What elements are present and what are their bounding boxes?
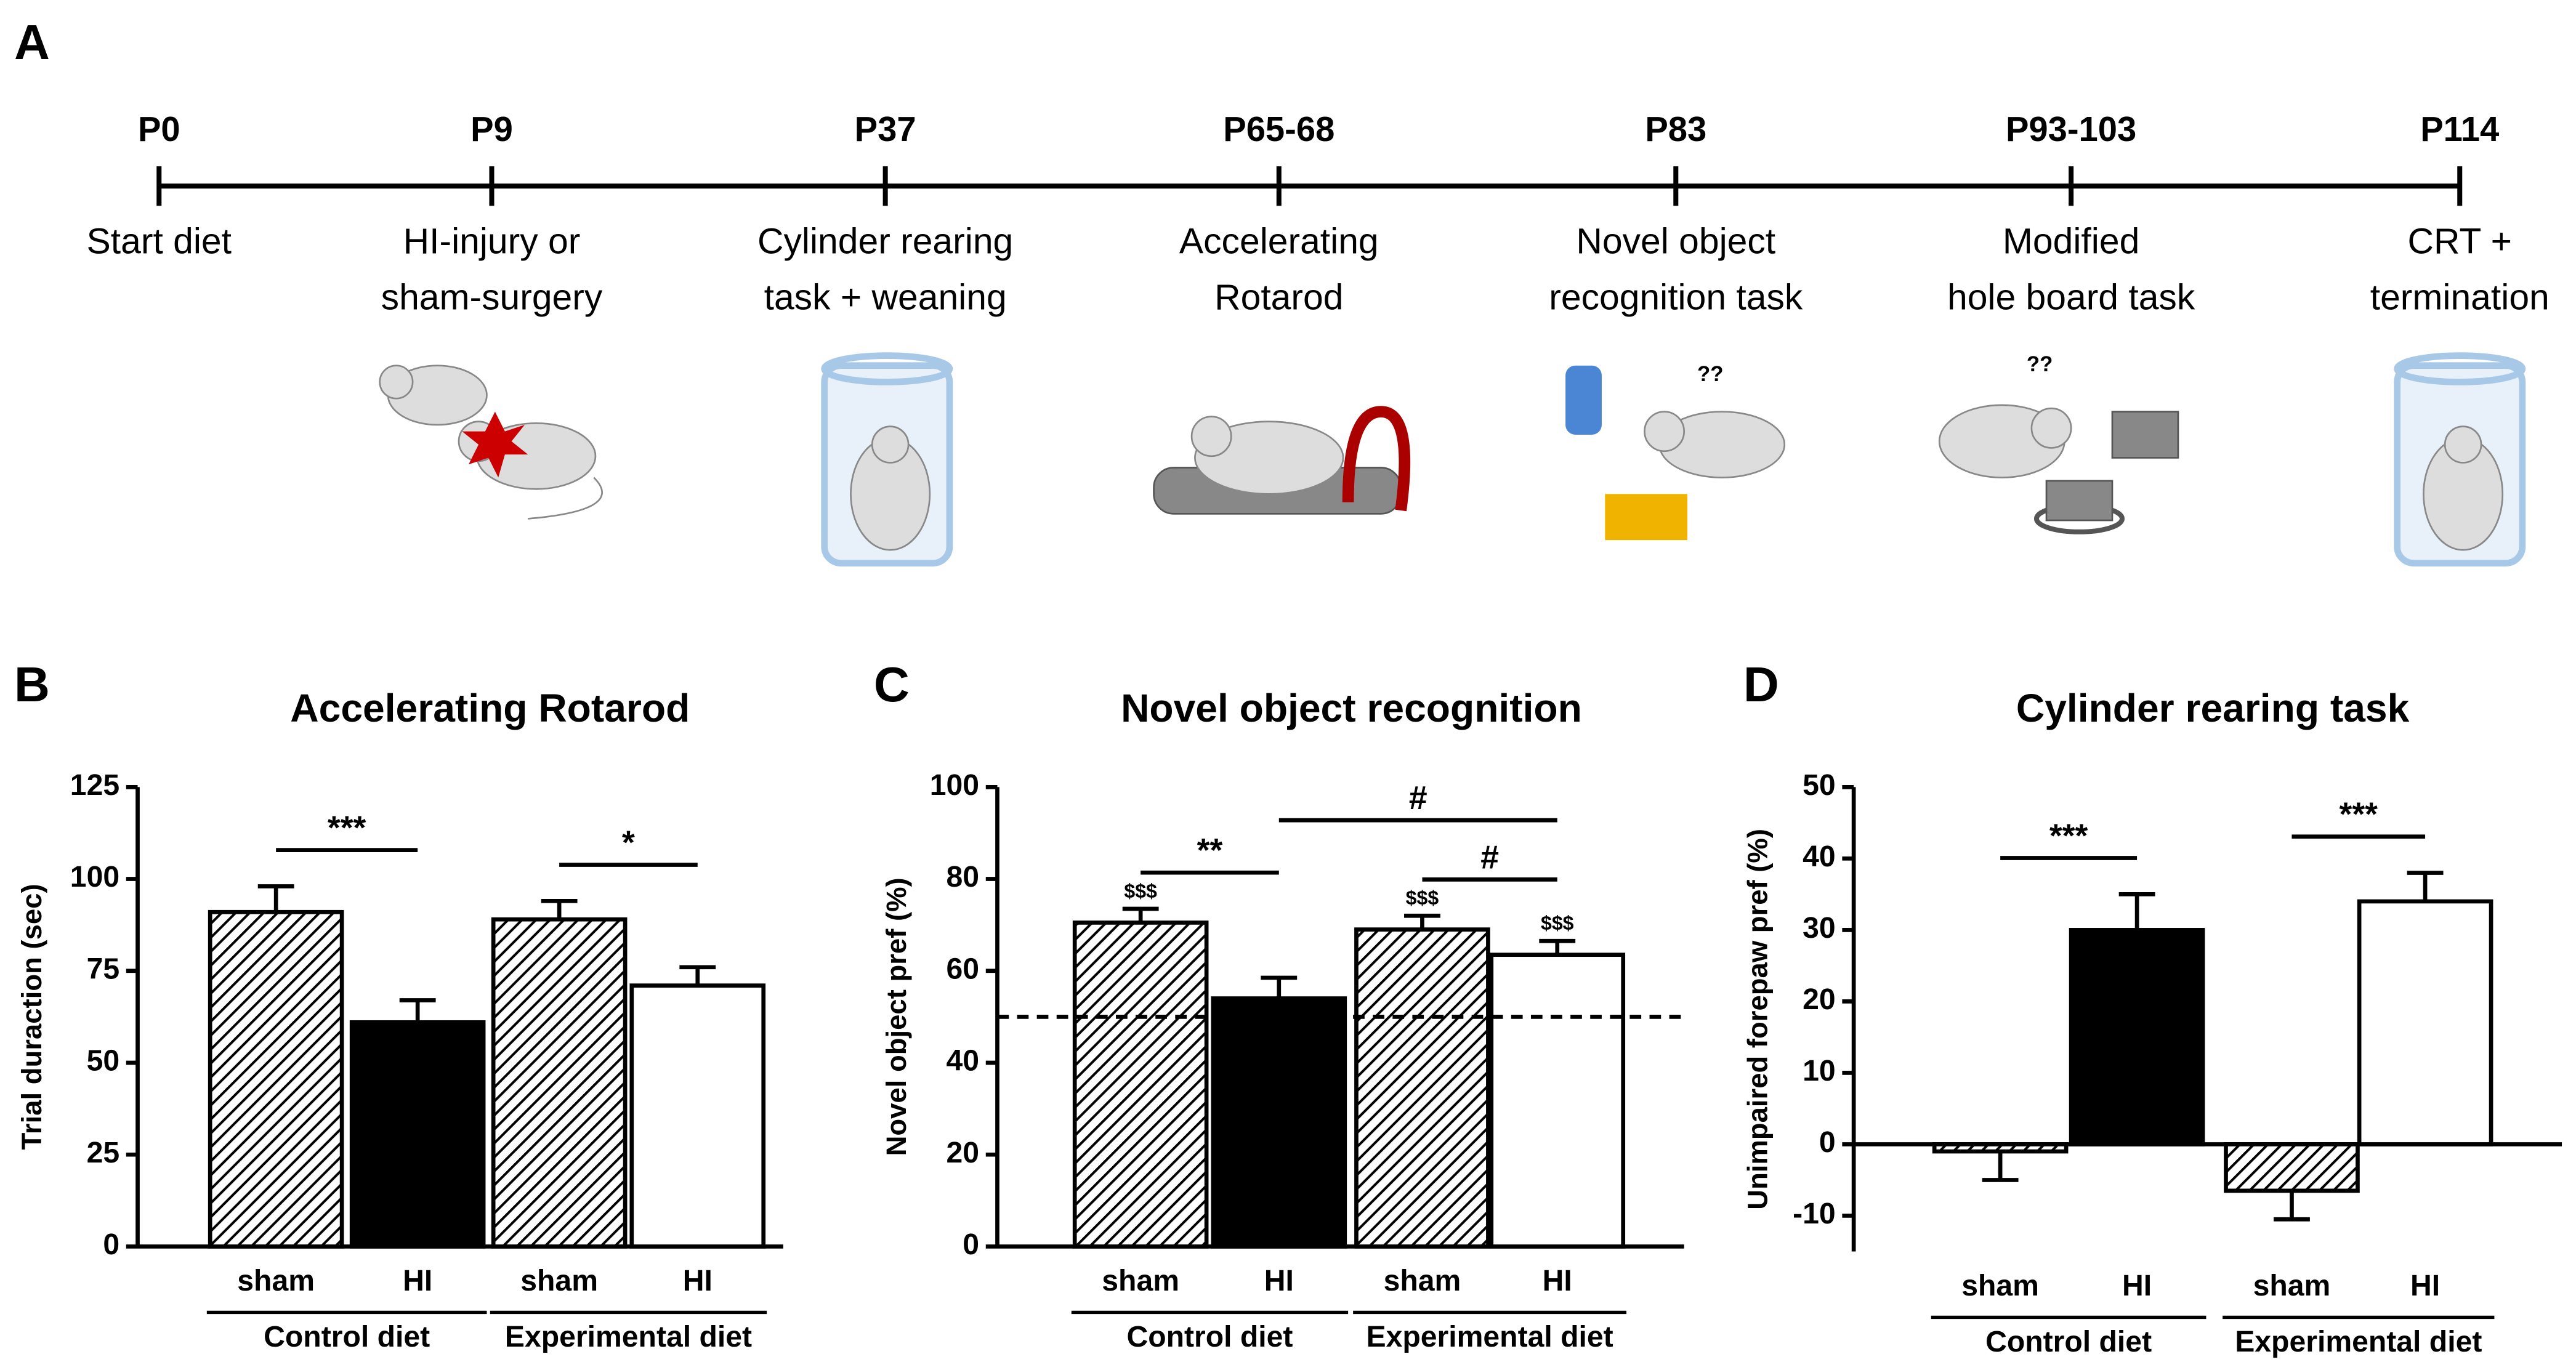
x-tick-label: HI [1264,1264,1294,1297]
significance-label: # [1480,839,1499,876]
y-tick-label: 80 [947,860,980,893]
bar [208,909,344,1249]
y-tick-label: -10 [1793,1197,1836,1230]
y-tick-label: 20 [1803,983,1836,1016]
group-label: Experimental diet [505,1320,752,1353]
y-tick-label: 0 [963,1228,979,1261]
x-tick-label: sham [2253,1269,2331,1302]
x-tick-label: HI [1543,1264,1572,1297]
y-axis-label: Trial duraction (sec) [16,884,47,1150]
timeline-label: CRT + [2408,221,2512,261]
x-tick-label: HI [2410,1269,2440,1302]
y-tick-label: 100 [70,860,119,893]
timeline-label: Rotarod [1214,277,1343,317]
timeline-day: P0 [138,110,180,148]
bar [2357,899,2493,1146]
bar-label: $$$ [1124,880,1157,902]
x-tick-label: HI [683,1264,713,1297]
timeline-label: Cylinder rearing [757,221,1013,261]
y-tick-label: 40 [1803,840,1836,873]
group-label: Control diet [264,1320,430,1353]
y-axis-label: Novel object pref (%) [881,877,912,1156]
y-tick-label: 75 [87,952,120,985]
timeline-label: Start diet [87,221,232,261]
timeline-label: Novel object [1576,221,1775,261]
y-tick-label: 20 [947,1136,980,1169]
x-tick-label: sham [237,1264,315,1297]
panel-label: B [14,656,50,712]
bar [1932,1142,2069,1154]
group-label: Experimental diet [1367,1320,1613,1353]
timeline-label: termination [2370,277,2550,317]
y-tick-label: 40 [947,1044,980,1078]
timeline-label: hole board task [1947,277,2195,317]
y-tick-label: 100 [930,768,979,802]
bar [2224,1142,2360,1193]
x-tick-label: HI [403,1264,432,1297]
chart-title: Novel object recognition [1121,686,1582,730]
y-tick-label: 10 [1803,1054,1836,1087]
icon-text: ?? [1697,363,1723,386]
timeline-label: Modified [2003,221,2139,261]
icon-novel-object [1565,365,1786,541]
y-axis-label: Unimpaired forepaw pref (%) [1742,829,1774,1210]
bar [1354,927,1490,1249]
bar [629,983,766,1249]
bar-label: $$$ [1406,887,1439,909]
x-tick-label: HI [2122,1269,2152,1302]
bar [1489,953,1626,1249]
bar [491,917,628,1249]
timeline-label: recognition task [1549,277,1803,317]
y-tick-label: 50 [87,1044,120,1078]
significance-label: *** [2049,818,2088,855]
icon-rotarod [1153,406,1411,515]
timeline-label: task + weaning [764,277,1007,317]
group-label: Control diet [1985,1325,2152,1358]
chart-title: Cylinder rearing task [2016,686,2410,730]
timeline-day: P83 [1645,110,1706,148]
y-tick-label: 125 [70,768,119,802]
bar [1211,996,1347,1249]
timeline-label: HI-injury or [403,221,581,261]
icon-surgery [379,365,603,520]
y-tick-label: 30 [1803,911,1836,945]
bar-label: $$$ [1541,912,1574,934]
group-label: Experimental diet [2235,1325,2482,1358]
timeline-day: P114 [2420,110,2499,148]
panel-label: D [1743,656,1779,712]
x-tick-label: sham [1384,1264,1461,1297]
timeline-label: sham-surgery [381,277,603,317]
significance-label: ** [1197,832,1223,869]
x-tick-label: sham [520,1264,598,1297]
icon-cylinder [821,352,953,566]
icon-cylinder [2394,352,2526,566]
icon-text: ?? [2027,353,2053,376]
y-tick-label: 0 [1819,1126,1836,1159]
bar [349,1020,486,1249]
significance-label: *** [328,810,366,847]
x-tick-label: sham [1961,1269,2039,1302]
timeline-label: Accelerating [1179,221,1379,261]
y-tick-label: 25 [87,1136,120,1169]
icon-hole-board [1938,404,2179,534]
y-tick-label: 0 [103,1228,119,1261]
group-label: Control diet [1126,1320,1293,1353]
y-tick-label: 50 [1803,768,1836,802]
significance-label: *** [2340,797,2378,833]
panel-label: A [14,14,50,70]
timeline-day: P65-68 [1223,110,1334,148]
significance-label: * [622,825,635,861]
panel-label: C [874,656,910,712]
timeline-day: P9 [470,110,513,148]
bar [1072,921,1209,1249]
significance-label: # [1409,780,1427,816]
bar [2069,928,2205,1146]
timeline-day: P37 [855,110,916,148]
x-tick-label: sham [1102,1264,1179,1297]
timeline-day: P93-103 [2006,110,2136,148]
chart-title: Accelerating Rotarod [290,686,690,730]
y-tick-label: 60 [947,952,980,985]
